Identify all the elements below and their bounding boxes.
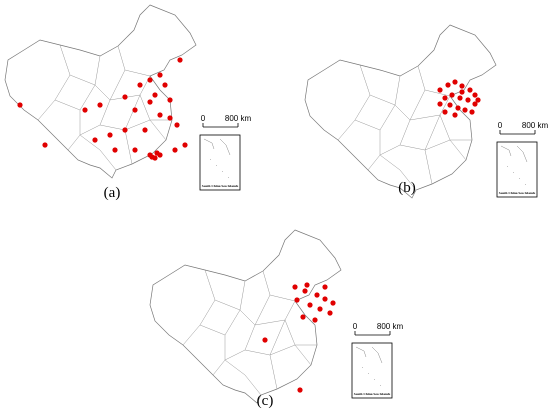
location-marker [157,112,163,118]
location-marker [122,94,128,100]
location-marker [177,57,183,63]
location-marker [327,310,333,316]
location-marker [462,107,468,113]
location-marker [472,101,478,107]
china-map [4,4,197,179]
location-marker [449,92,455,98]
location-marker [152,92,158,98]
location-marker [17,102,23,108]
location-marker [437,101,443,107]
inset-box [199,134,241,191]
location-marker [132,147,138,153]
location-marker [154,150,160,156]
location-marker [475,97,481,103]
location-marker [442,109,448,115]
map-panel: 0 800 km South China Sea Islands (a) [4,4,252,201]
location-marker [147,77,153,83]
location-marker [304,282,310,288]
location-marker [317,306,323,312]
panel-label: (a) [104,185,121,201]
panel-label: (b) [398,180,416,196]
location-marker [157,72,163,78]
location-marker [312,317,318,323]
location-marker [167,97,173,103]
location-marker [322,284,328,290]
location-marker [174,122,180,128]
location-marker [182,142,188,148]
location-marker [167,115,173,121]
location-marker [122,127,128,133]
scale-end: 800 km [377,322,404,331]
inset-caption: South China Sea Islands [499,191,536,195]
scale-end: 800 km [522,121,549,130]
location-marker [132,107,138,113]
location-marker [82,107,88,113]
location-marker [302,288,308,294]
location-marker [307,302,313,308]
location-marker [314,292,320,298]
location-marker [297,387,303,393]
location-marker [142,127,148,133]
location-marker [452,79,458,85]
scale-start: 0 [353,322,358,331]
location-marker [172,147,178,153]
inset-box [496,141,538,198]
location-marker [442,95,448,101]
location-marker [107,132,113,138]
panels: 0 800 km South China Sea Islands (a) 0 800 km… [4,4,549,409]
inset-caption: South China Sea Islands [202,184,239,188]
scale-start: 0 [498,121,503,130]
location-marker [459,83,465,89]
inset-caption: South China Sea Islands [354,392,391,396]
location-marker [330,300,336,306]
location-marker [457,95,463,101]
location-marker [137,82,143,88]
location-marker [467,87,473,93]
location-marker [147,99,153,105]
inset-box [351,342,393,399]
location-marker [292,284,298,290]
location-marker [112,147,118,153]
location-marker [445,82,451,88]
map-panel: 0 800 km South China Sea Islands (b) [304,24,549,199]
location-marker [162,82,168,88]
location-marker [469,109,475,115]
location-marker [452,112,458,118]
location-marker [97,102,103,108]
location-marker [262,337,268,343]
location-marker [459,89,465,95]
panel-label: (c) [257,393,274,409]
location-marker [300,314,306,320]
location-marker [447,102,453,108]
inset-coast [355,346,383,387]
scale-end: 800 km [225,114,252,123]
map-panel: 0 800 km South China Sea Islands (c) [149,229,404,409]
location-marker [437,87,443,93]
location-marker [92,137,98,143]
location-marker [42,142,48,148]
inset-coast [203,138,231,179]
location-marker [465,97,471,103]
location-marker [294,297,300,303]
location-marker [149,154,155,160]
china-map [149,229,342,404]
location-marker [322,296,328,302]
china-map [304,24,497,199]
inset-coast [500,145,528,186]
location-marker [472,92,478,98]
scale-start: 0 [201,114,206,123]
location-marker [455,105,461,111]
